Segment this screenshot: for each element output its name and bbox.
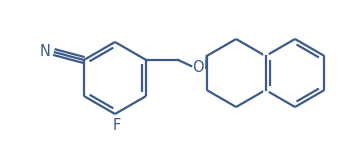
Text: N: N xyxy=(39,43,50,58)
Text: F: F xyxy=(113,119,121,133)
Text: O: O xyxy=(192,61,204,76)
